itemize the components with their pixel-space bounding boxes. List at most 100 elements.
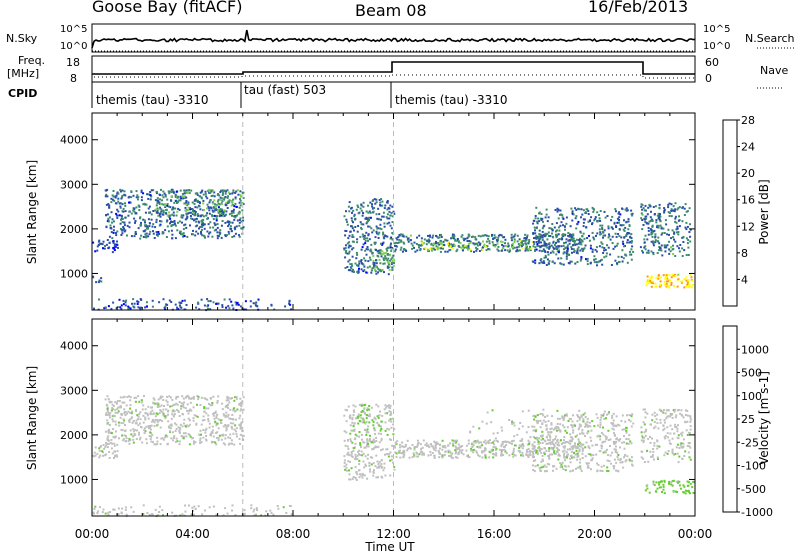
power-cell [344,247,347,250]
power-cell [373,242,376,245]
power-cell [368,210,371,213]
velocity-cell [545,428,548,431]
power-cell [572,240,574,242]
power-cell [361,246,364,249]
power-cell [166,198,169,201]
power-cell [673,238,675,241]
power-cell [190,189,193,192]
velocity-cell [659,418,662,421]
power-cell [497,245,500,248]
velocity-cell [366,407,369,410]
velocity-cell [556,429,558,432]
power-cell [107,203,110,206]
power-cell [370,227,373,230]
power-cell [687,286,690,288]
power-cell [120,234,123,236]
velocity-cell [179,423,182,426]
velocity-cell [362,441,365,444]
velocity-cell [602,413,605,415]
power-cell [379,252,382,255]
power-cell [124,202,126,205]
power-cell [558,238,561,240]
power-cell [147,235,150,238]
velocity-cell [176,403,179,406]
velocity-cell [152,397,155,400]
power-cell [560,245,563,248]
power-cell [128,210,131,213]
power-cell [667,203,670,206]
velocity-cell [674,408,676,411]
velocity-cell [215,415,218,418]
velocity-cell [345,466,348,469]
velocity-cell [531,464,534,467]
power-cell [139,306,142,309]
power-cell [676,225,679,228]
velocity-cell [663,492,666,495]
velocity-cell [552,439,555,441]
velocity-cell [663,427,666,430]
velocity-cell [522,454,525,457]
power-cell [560,238,563,241]
velocity-cell [107,443,110,445]
velocity-cell [289,505,292,507]
power-cell [479,243,481,246]
power-cell [222,211,224,214]
power-cell [644,218,647,221]
velocity-cell [532,460,535,462]
velocity-cell [653,411,656,414]
power-cell [186,209,189,212]
power-cell [406,238,409,241]
velocity-cell [192,417,195,419]
power-cell [551,250,554,253]
velocity-cell [186,409,188,412]
power-cell [213,210,216,213]
power-cell [547,262,550,265]
power-cell [254,302,257,305]
velocity-cell [427,454,430,457]
power-cell [389,214,392,217]
velocity-cell [243,509,246,512]
power-cell [133,210,136,213]
velocity-cell [363,404,366,407]
velocity-cell [651,437,653,440]
power-cell [106,239,109,241]
velocity-cell [615,469,617,472]
power-cell [116,192,119,195]
power-cell [576,249,579,252]
velocity-cell [527,447,530,450]
y-tick-label: 2000 [60,429,88,442]
velocity-cell [180,435,183,438]
power-cell [187,190,190,193]
power-cell [233,205,236,208]
power-cell [599,231,602,234]
colorbar-tick-label: 100 [741,390,762,403]
power-cell [232,208,235,211]
power-cell [160,188,162,191]
velocity-cell [121,429,124,432]
velocity-cell [388,406,391,409]
power-cell [150,218,153,221]
velocity-cell [481,420,484,423]
velocity-cell [644,411,647,414]
velocity-cell [106,410,109,413]
power-cell [174,194,177,197]
velocity-cell [196,394,199,397]
velocity-cell [570,445,573,448]
velocity-cell [343,414,346,417]
nsky-label: N.Sky [6,32,38,45]
velocity-cell [611,451,614,454]
power-cell [232,191,235,194]
power-cell [377,249,380,252]
power-cell [658,207,661,210]
power-cell [555,245,558,248]
velocity-cell [147,425,150,427]
velocity-cell [111,452,114,455]
velocity-cell [589,436,592,439]
velocity-cell [611,416,613,419]
velocity-cell [199,404,202,406]
velocity-cell [125,437,128,440]
power-cell [647,229,650,232]
power-cell [348,234,351,237]
velocity-cell [625,426,628,429]
power-cell [645,284,648,287]
